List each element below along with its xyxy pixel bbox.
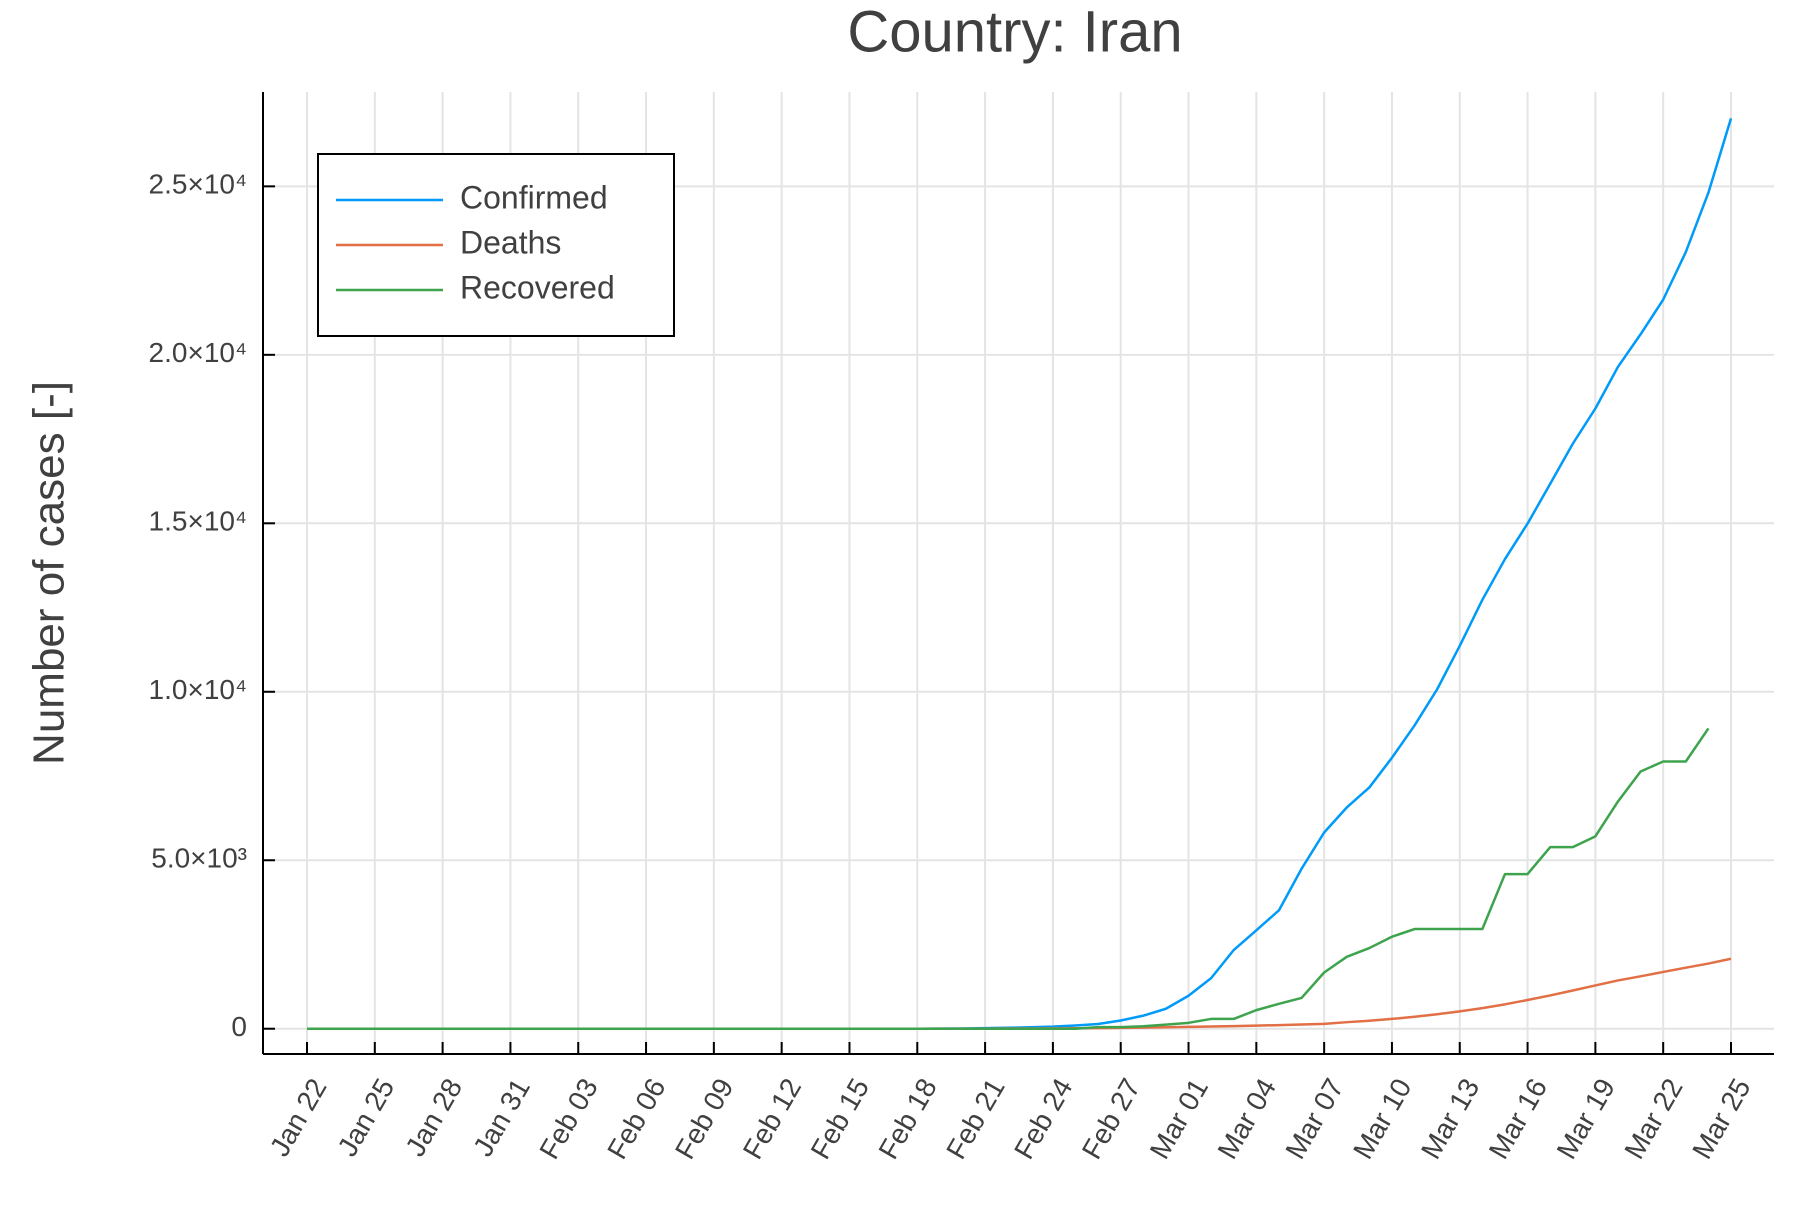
x-tick-label: Jan 22 (264, 1073, 333, 1161)
x-tick-label: Jan 31 (467, 1073, 536, 1161)
legend-label: Deaths (460, 224, 561, 260)
x-tick-label: Mar 22 (1618, 1073, 1688, 1164)
x-tick-label: Mar 25 (1686, 1073, 1756, 1164)
x-tick-label: Mar 10 (1347, 1073, 1417, 1164)
x-tick-label: Feb 03 (533, 1073, 603, 1164)
x-tick-label: Mar 04 (1212, 1073, 1282, 1164)
x-tick-label: Jan 28 (399, 1073, 468, 1161)
x-tick-label: Mar 13 (1415, 1073, 1485, 1164)
x-tick-label: Mar 19 (1551, 1073, 1621, 1164)
y-tick-label: 5.0×10³ (151, 843, 247, 874)
legend-label: Confirmed (460, 179, 608, 215)
x-tick-label: Mar 16 (1483, 1073, 1553, 1164)
y-tick-label: 2.5×10⁴ (149, 169, 247, 200)
y-axis-label: Number of cases [-] (25, 381, 74, 765)
x-tick-label: Feb 15 (805, 1073, 875, 1164)
x-tick-label: Feb 09 (669, 1073, 739, 1164)
y-tick-label: 1.5×10⁴ (149, 506, 247, 537)
x-tick-label: Feb 18 (872, 1073, 942, 1164)
x-tick-label: Mar 01 (1144, 1073, 1214, 1164)
y-tick-label: 0 (231, 1011, 247, 1042)
x-tick-label: Mar 07 (1279, 1073, 1349, 1164)
x-tick-label: Feb 27 (1076, 1073, 1146, 1164)
chart-title: Country: Iran (847, 0, 1182, 64)
x-tick-label: Jan 25 (332, 1073, 401, 1161)
x-tick-label: Feb 06 (601, 1073, 671, 1164)
x-tick-label: Feb 24 (1008, 1073, 1078, 1164)
y-tick-label: 1.0×10⁴ (149, 674, 247, 705)
series-line (307, 957, 1732, 1030)
y-tick-label: 2.0×10⁴ (149, 337, 247, 368)
x-tick-label: Feb 12 (737, 1073, 807, 1164)
series-line (307, 727, 1710, 1030)
x-tick-label: Feb 21 (940, 1073, 1010, 1164)
legend-label: Recovered (460, 269, 615, 305)
